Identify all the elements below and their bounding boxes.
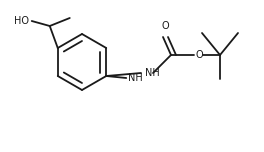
Text: NH: NH (128, 73, 143, 83)
Text: NH: NH (145, 68, 160, 78)
Text: O: O (196, 50, 204, 60)
Text: O: O (161, 21, 169, 31)
Text: HO: HO (14, 16, 29, 26)
